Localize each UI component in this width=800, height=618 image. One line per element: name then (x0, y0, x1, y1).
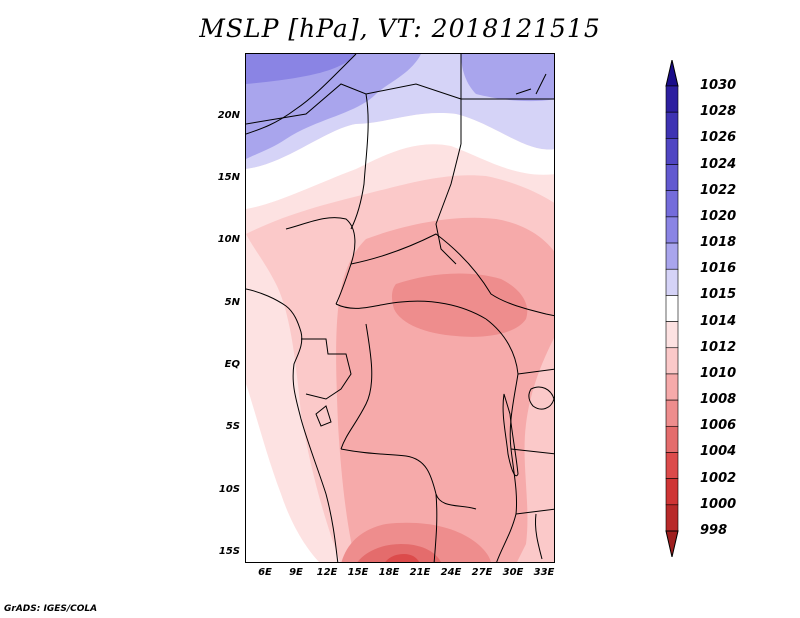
lon-tick-6e: 6E (258, 567, 272, 578)
field-1006-central (391, 273, 528, 337)
colorbar-box (665, 347, 679, 375)
map-panel (245, 53, 555, 563)
colorbar-label: 1022 (700, 182, 737, 198)
border-nigeria-cameroon (285, 217, 356, 305)
border-congo-drc (340, 323, 373, 450)
west-coastline (246, 54, 357, 135)
colorbar-label: 1028 (700, 104, 737, 120)
lat-tick-15s: 15S (218, 546, 240, 557)
field-1008 (336, 217, 554, 562)
border-chad-sudan (435, 143, 462, 265)
border-cabinda (315, 405, 332, 427)
field-1002-core (385, 554, 420, 562)
lat-tick-5n: 5N (224, 297, 240, 308)
border-drc-east (485, 318, 519, 562)
lat-tick-10n: 10N (217, 234, 240, 245)
colorbar-box (665, 373, 679, 401)
colorbar-legend (665, 60, 679, 557)
colorbar-label: 1024 (700, 156, 737, 172)
field-1018-nw (246, 54, 356, 84)
colorbar-box (665, 190, 679, 218)
field-1016-north (246, 54, 421, 159)
colorbar-box (665, 295, 679, 322)
colorbar-box (665, 216, 679, 244)
red-sea-coast (515, 73, 547, 95)
colorbar-box (665, 399, 679, 427)
colorbar-label: 1014 (700, 313, 737, 329)
colorbar-label: 1020 (700, 208, 737, 224)
border-drc-angola (340, 448, 477, 510)
colorbar-label: 1016 (700, 261, 737, 277)
colorbar-box (665, 268, 679, 296)
border-angola-zambia (433, 493, 438, 562)
border-algeria-niger (246, 83, 462, 125)
colorbar-label: 1006 (700, 418, 737, 434)
lat-tick-eq: EQ (224, 359, 240, 370)
colorbar-top-arrow (665, 60, 679, 87)
chart-title: MSLP [hPa], VT: 2018121515 (199, 14, 601, 43)
lon-tick-27e: 27E (471, 567, 493, 578)
field-1014-sw (246, 384, 320, 562)
colorbar-label: 1015 (700, 287, 737, 303)
lon-tick-9e: 9E (289, 567, 303, 578)
colorbar-label: 1008 (700, 392, 737, 408)
lon-tick-18e: 18E (378, 567, 400, 578)
lon-tick-12e: 12E (316, 567, 338, 578)
lat-tick-20n: 20N (217, 110, 240, 121)
colorbar-box (665, 321, 679, 349)
colorbar-bottom-arrow (665, 530, 679, 557)
colorbar-label: 1004 (700, 444, 737, 460)
colorbar-label: 1002 (700, 470, 737, 486)
lon-tick-30e: 30E (502, 567, 524, 578)
colorbar-label: 1018 (700, 235, 737, 251)
colorbar-label: 998 (700, 523, 728, 538)
border-small-gabon (301, 338, 352, 400)
lat-tick-15n: 15N (217, 172, 240, 183)
pressure-field-map (246, 54, 554, 562)
colorbar-box (665, 242, 679, 270)
colorbar-box (665, 138, 679, 165)
borders (246, 54, 554, 562)
lat-tick-5s: 5S (225, 421, 240, 432)
colorbar-label: 1026 (700, 130, 737, 146)
colorbar-box (665, 85, 679, 113)
colorbar-box (665, 452, 679, 479)
colorbar-box (665, 425, 679, 453)
lon-tick-33e: 33E (533, 567, 555, 578)
lake-tanganyika (502, 393, 519, 477)
lake-malawi (535, 513, 543, 560)
field-1004-low (357, 544, 441, 562)
border-car-north (350, 233, 554, 317)
border-niger-chad (350, 93, 369, 230)
gulf-of-guinea-coast (246, 288, 339, 562)
colorbar-box (665, 504, 679, 532)
lon-tick-15e: 15E (347, 567, 369, 578)
colorbar-label: 1010 (700, 365, 737, 381)
grads-credit: GrADS: IGES/COLA (4, 604, 98, 614)
colorbar-box (665, 164, 679, 192)
colorbar-label: 1000 (700, 496, 737, 512)
lake-victoria (528, 386, 554, 410)
colorbar-label: 1012 (700, 339, 737, 355)
colorbar-box (665, 111, 679, 139)
colorbar-box (665, 478, 679, 506)
lat-tick-10s: 10S (218, 484, 240, 495)
lon-tick-21e: 21E (409, 567, 431, 578)
field-1014-north (246, 113, 554, 209)
border-car-south (335, 300, 487, 320)
border-east-africa (510, 368, 554, 515)
colorbar-label: 1030 (700, 78, 737, 93)
lon-tick-24e: 24E (440, 567, 462, 578)
